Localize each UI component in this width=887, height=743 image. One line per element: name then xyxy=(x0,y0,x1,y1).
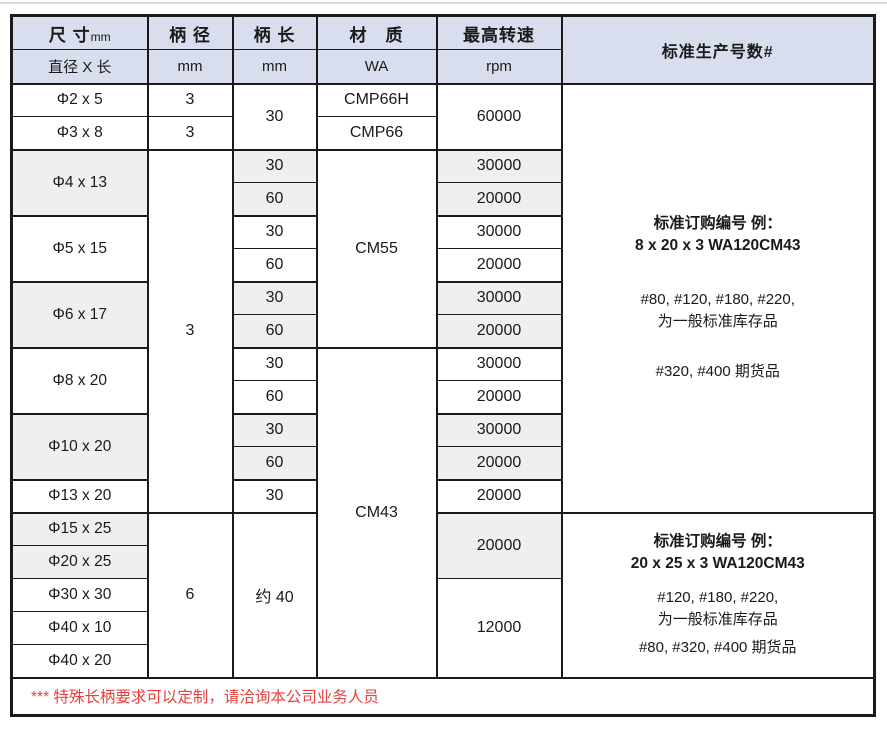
shank-length-cell: 30 xyxy=(231,478,318,513)
header-shank-diameter-unit: mm xyxy=(146,49,234,84)
table-row: Φ40 x 10 xyxy=(10,611,875,645)
table-row: Φ30 x 30 12000 xyxy=(10,578,875,678)
futures-grits-line: #80, #320, #400 期货品 xyxy=(638,639,797,656)
shank-length-cell: 60 xyxy=(231,182,318,216)
shank-length-cell: 30 xyxy=(231,148,318,183)
shank-diameter-cell: 3 xyxy=(146,82,234,117)
header-size: 尺 寸mm xyxy=(10,15,149,50)
speed-cell: 20000 xyxy=(435,248,563,282)
order-example-code: 20 x 25 x 3 WA120CM43 xyxy=(630,555,805,572)
shank-length-cell: 60 xyxy=(231,248,318,282)
speed-cell: 20000 xyxy=(435,314,563,348)
size-cell: Φ20 x 25 xyxy=(10,545,149,579)
size-cell: Φ5 x 15 xyxy=(10,214,149,282)
material-cell: CM55 xyxy=(315,148,438,348)
table-row: 60 20000 xyxy=(12,314,875,348)
speed-cell: 12000 xyxy=(435,578,563,678)
size-cell: Φ2 x 5 xyxy=(10,82,149,117)
size-cell: Φ3 x 8 xyxy=(10,116,149,150)
shank-length-cell: 30 xyxy=(231,214,318,249)
table-row: Φ10 x 20 30 30000 xyxy=(10,412,875,480)
speed-cell: 30000 xyxy=(435,346,563,381)
stock-grits-line: #80, #120, #180, #220, xyxy=(640,291,795,308)
spec-table: 尺 寸mm 柄 径 柄 长 材 质 最高转速 标准生产号数# 直径 X 长 mm… xyxy=(10,14,876,717)
header-shank-diameter: 柄 径 xyxy=(146,15,234,50)
shank-length-cell: 30 xyxy=(231,280,318,315)
table-row: Φ15 x 25 6 约 40 20000 标准订购编号 例： 20 x 25 … xyxy=(10,511,876,678)
speed-cell: 30000 xyxy=(435,412,563,447)
shank-diameter-cell: 3 xyxy=(146,116,234,150)
header-standard-grit: 标准生产号数# xyxy=(560,15,876,84)
table-row: Φ3 x 8 3 CMP66 xyxy=(10,116,875,150)
shank-length-cell: 60 xyxy=(231,446,318,480)
size-cell: Φ8 x 20 xyxy=(10,346,149,414)
material-cell: CM43 xyxy=(315,346,438,678)
header-speed-unit: rpm xyxy=(435,49,563,84)
table-row: Φ40 x 20 xyxy=(10,644,875,678)
footer-row: *** 特殊长柄要求可以定制，请洽询本公司业务人员 xyxy=(10,676,876,716)
table-row: Φ2 x 5 3 30 CMP66H 60000 标准订购编号 例： 8 x 2… xyxy=(10,82,876,513)
size-cell: Φ40 x 10 xyxy=(10,611,149,645)
notes-block-2: 标准订购编号 例： 20 x 25 x 3 WA120CM43 #120, #1… xyxy=(560,511,876,678)
speed-cell: 20000 xyxy=(435,511,563,579)
speed-cell: 20000 xyxy=(435,380,563,414)
order-example-title: 标准订购编号 例： xyxy=(653,533,782,550)
spec-sheet: 尺 寸mm 柄 径 柄 长 材 质 最高转速 标准生产号数# 直径 X 长 mm… xyxy=(10,14,876,717)
table-row: Φ5 x 15 30 30000 xyxy=(10,214,875,282)
shank-length-cell: 约 40 xyxy=(231,511,318,678)
shank-length-cell: 30 xyxy=(231,82,318,150)
table-row: 60 20000 xyxy=(12,380,875,414)
header-size-sub: 直径 X 长 xyxy=(10,49,149,84)
header-max-speed: 最高转速 xyxy=(435,15,563,50)
table-row: Φ6 x 17 30 30000 xyxy=(10,280,875,348)
speed-cell: 20000 xyxy=(435,182,563,216)
header-row-2: 直径 X 长 mm mm WA rpm xyxy=(10,49,875,84)
table-row: Φ20 x 25 xyxy=(10,545,875,579)
order-example-title: 标准订购编号 例： xyxy=(653,215,782,232)
speed-cell: 20000 xyxy=(435,446,563,480)
size-cell: Φ13 x 20 xyxy=(10,478,149,513)
header-material-grade: WA xyxy=(315,49,438,84)
table-row: 60 20000 xyxy=(12,182,875,216)
speed-cell: 60000 xyxy=(435,82,563,150)
header-shank-length: 柄 长 xyxy=(231,15,318,50)
size-cell: Φ40 x 20 xyxy=(10,644,149,678)
shank-length-cell: 30 xyxy=(231,412,318,447)
shank-diameter-cell: 3 xyxy=(146,148,234,513)
table-row: 60 20000 xyxy=(12,248,875,282)
speed-cell: 30000 xyxy=(435,214,563,249)
header-size-unit: mm xyxy=(90,29,111,44)
header-material: 材 质 xyxy=(315,15,438,50)
size-cell: Φ4 x 13 xyxy=(10,148,149,216)
speed-cell: 20000 xyxy=(435,478,563,513)
table-row: Φ13 x 20 30 20000 xyxy=(10,478,875,513)
speed-cell: 30000 xyxy=(435,148,563,183)
order-example-code: 8 x 20 x 3 WA120CM43 xyxy=(635,237,801,254)
page-edge-line xyxy=(0,2,887,4)
size-cell: Φ6 x 17 xyxy=(10,280,149,348)
notes-block-1: 标准订购编号 例： 8 x 20 x 3 WA120CM43 #80, #120… xyxy=(560,82,876,513)
shank-length-cell: 60 xyxy=(231,314,318,348)
futures-grits-line: #320, #400 期货品 xyxy=(655,363,780,380)
shank-diameter-cell: 6 xyxy=(146,511,234,678)
shank-length-cell: 30 xyxy=(231,346,318,381)
material-cell: CMP66 xyxy=(315,116,438,150)
size-cell: Φ30 x 30 xyxy=(10,578,149,612)
header-row-1: 尺 寸mm 柄 径 柄 长 材 质 最高转速 标准生产号数# xyxy=(10,15,876,84)
header-size-title: 尺 寸 xyxy=(48,25,91,45)
header-shank-length-unit: mm xyxy=(231,49,318,84)
custom-shank-note: *** 特殊长柄要求可以定制，请洽询本公司业务人员 xyxy=(10,676,876,716)
material-cell: CMP66H xyxy=(315,82,438,117)
stock-grits-desc: 为一般标准库存品 xyxy=(657,611,778,628)
table-row: 60 20000 xyxy=(12,446,875,480)
size-cell: Φ15 x 25 xyxy=(10,511,149,546)
stock-grits-line: #120, #180, #220, xyxy=(657,589,779,606)
speed-cell: 30000 xyxy=(435,280,563,315)
shank-length-cell: 60 xyxy=(231,380,318,414)
size-cell: Φ10 x 20 xyxy=(10,412,149,480)
stock-grits-desc: 为一般标准库存品 xyxy=(657,313,778,330)
